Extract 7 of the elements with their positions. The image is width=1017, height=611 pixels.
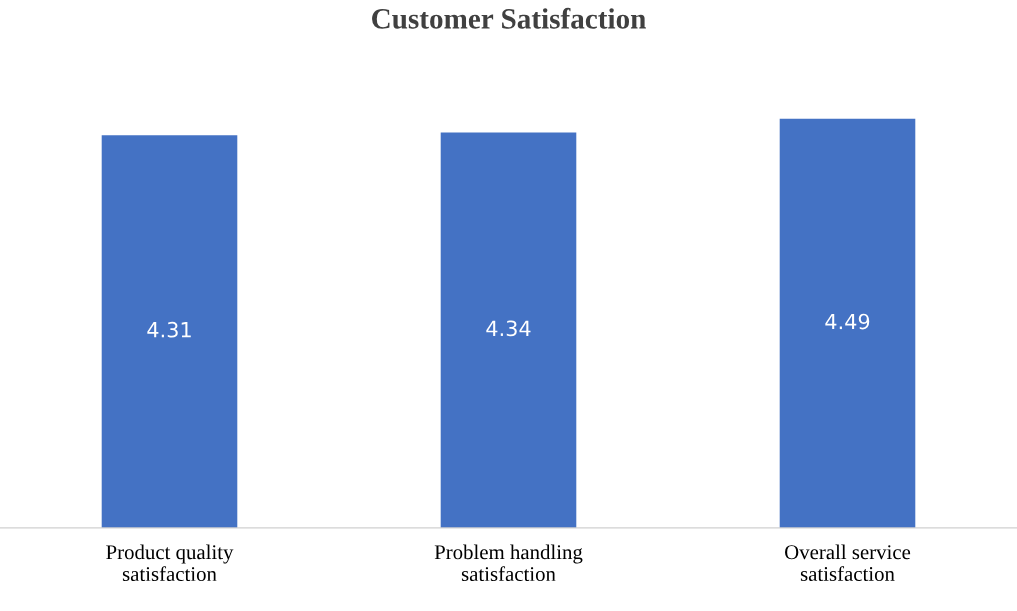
x-tick-label: Product quality satisfaction [106, 544, 234, 582]
x-tick-label: Problem handling satisfaction [434, 544, 583, 582]
chart-title: Customer Satisfaction [372, 7, 646, 29]
x-tick-label: Overall service satisfaction [785, 544, 911, 582]
data-label: 4.34 [486, 320, 531, 337]
data-label: 4.31 [147, 321, 191, 338]
data-label: 4.49 [825, 313, 870, 330]
